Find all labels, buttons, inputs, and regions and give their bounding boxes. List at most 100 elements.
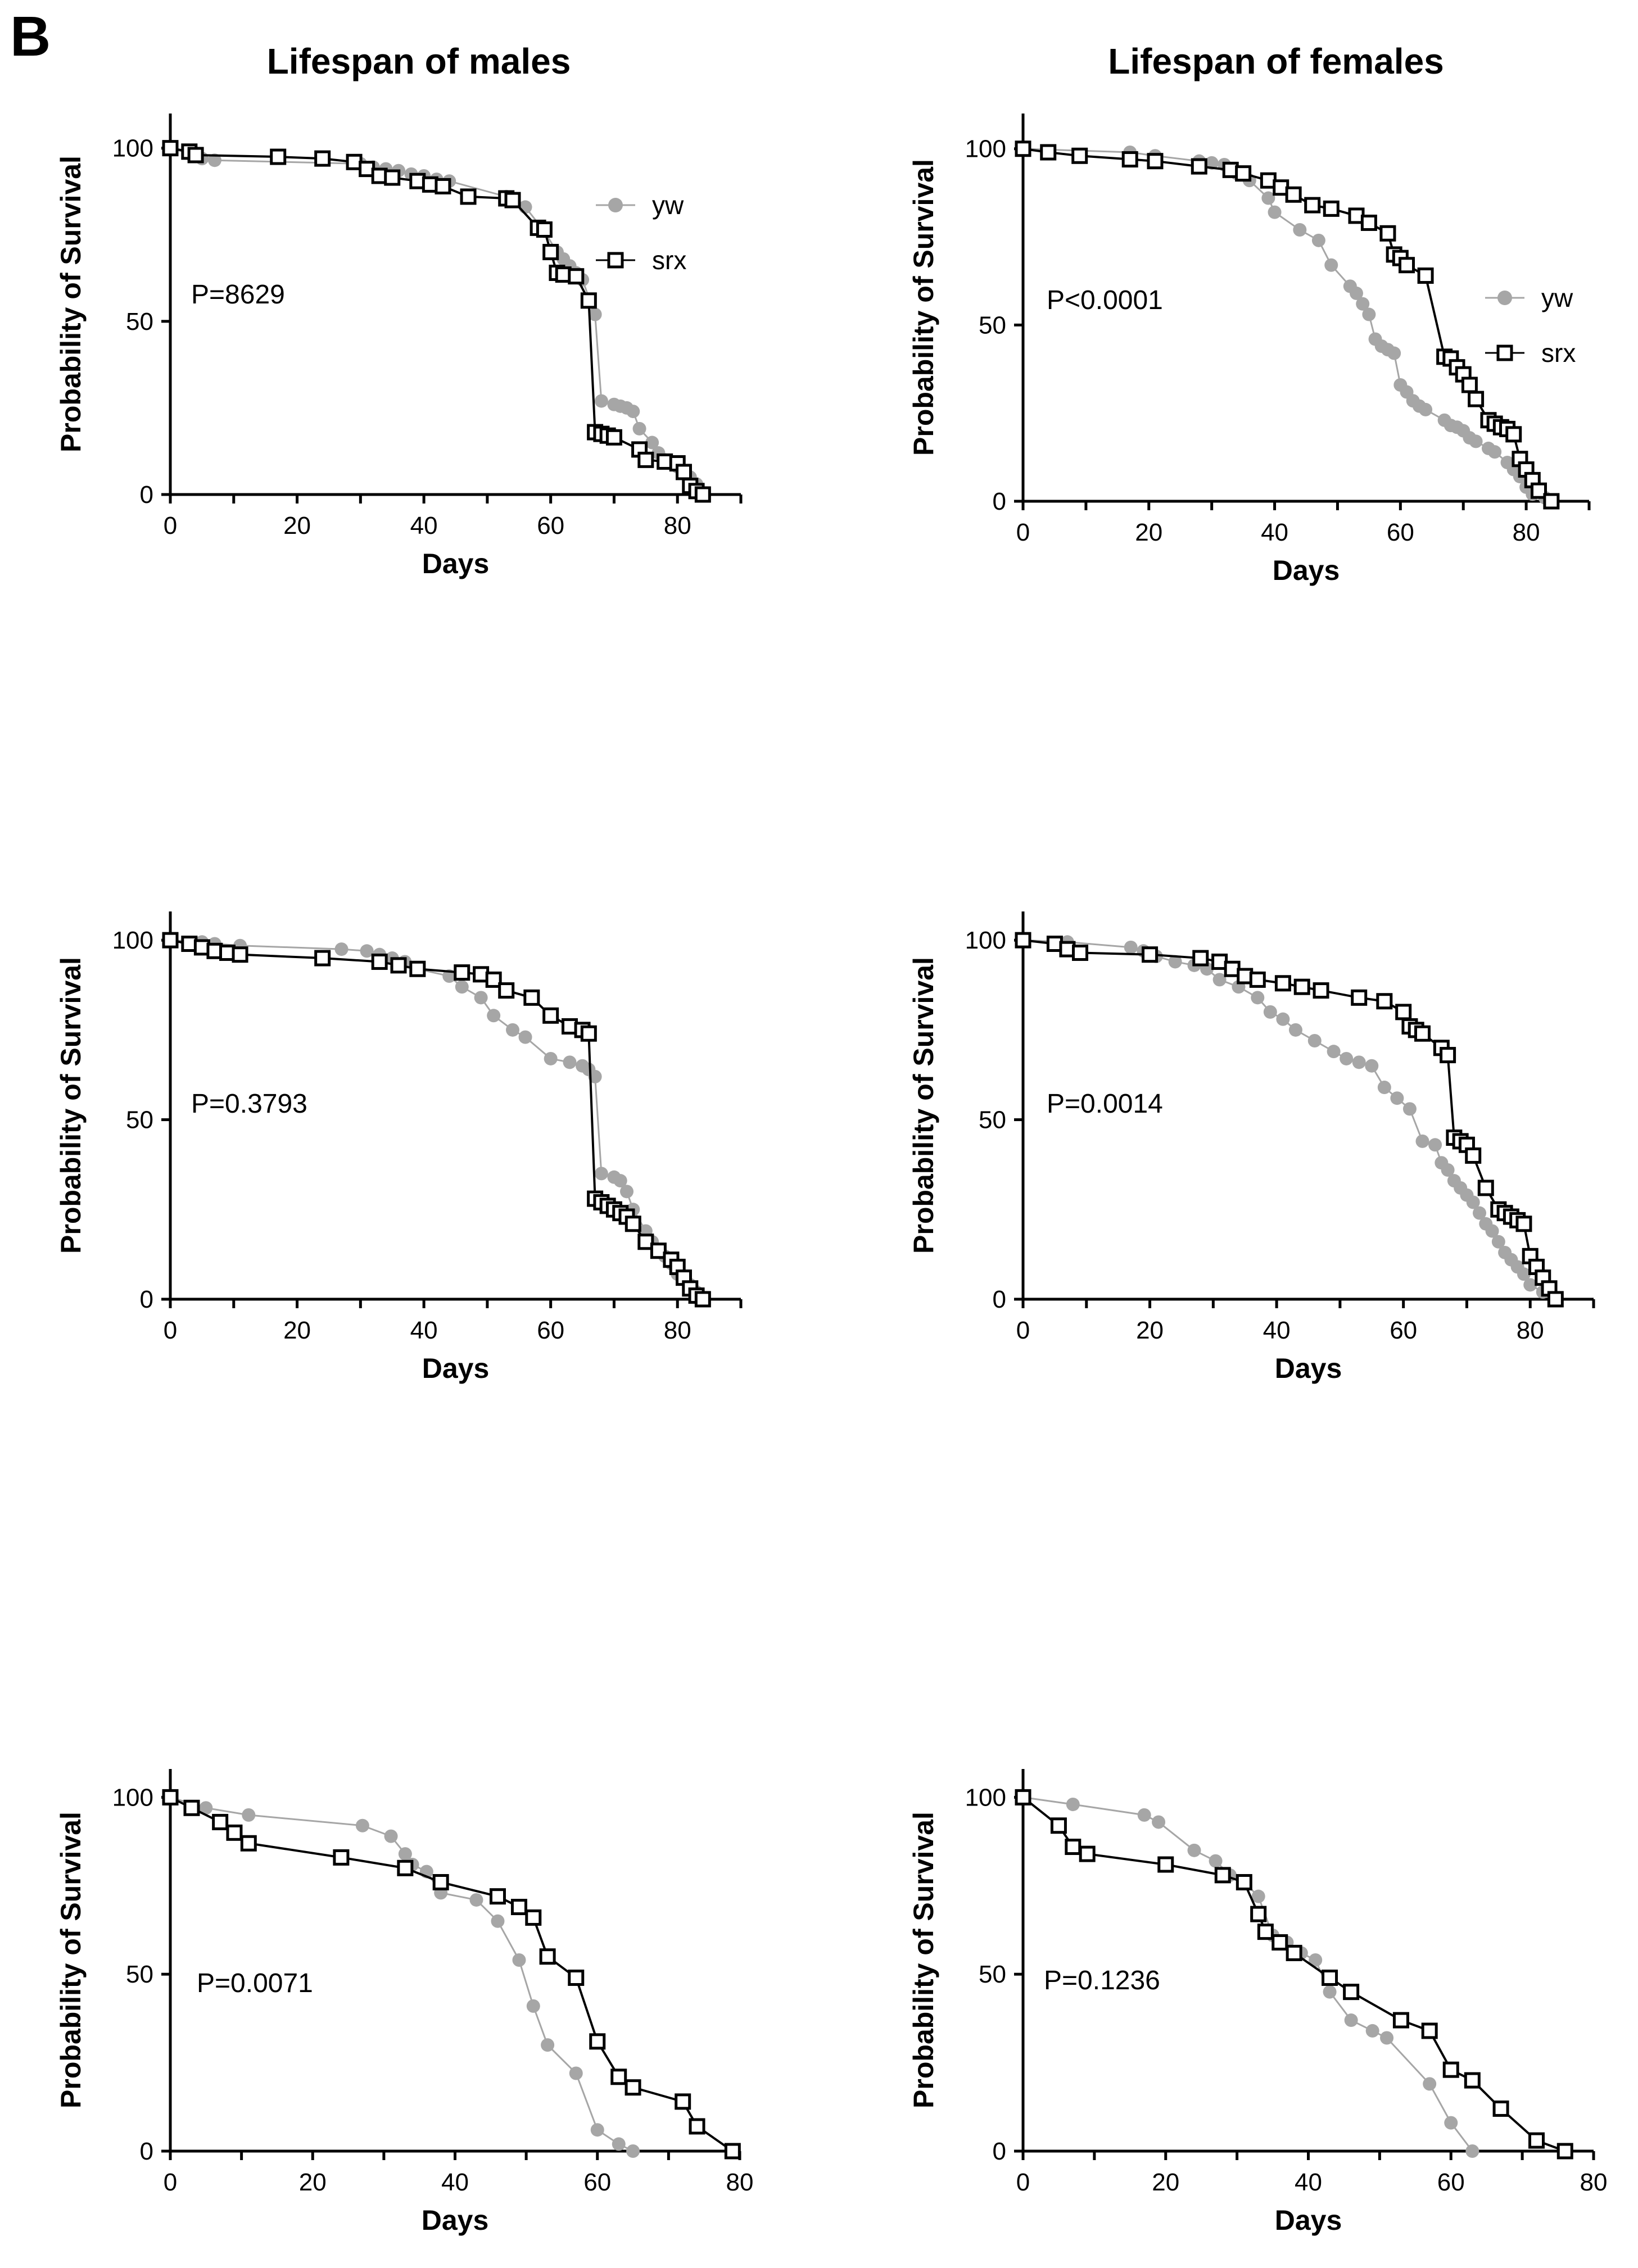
data-point-yw: [1340, 1051, 1354, 1065]
data-point-srx: [1015, 140, 1031, 157]
data-point-srx: [1323, 200, 1340, 217]
data-point-srx: [232, 946, 248, 963]
data-point-yw: [1465, 2144, 1479, 2158]
data-point-yw: [1293, 223, 1307, 237]
x-tick-label: 20: [1152, 2169, 1179, 2196]
data-point-srx: [1015, 1789, 1031, 1806]
y-tick-label: 0: [140, 2138, 153, 2165]
data-point-yw: [1491, 1235, 1505, 1249]
data-point-yw: [1268, 205, 1282, 219]
legend-marker-srx: [607, 252, 624, 269]
data-point-yw: [1311, 233, 1325, 247]
data-point-yw: [526, 1999, 540, 2013]
x-axis-label: Days: [422, 2205, 489, 2236]
data-point-srx: [435, 178, 451, 194]
data-point-srx: [1249, 971, 1266, 988]
y-tick-label: 50: [126, 308, 153, 335]
x-tick-label: 60: [1387, 519, 1414, 546]
y-tick-label: 100: [965, 927, 1006, 954]
data-point-srx: [1442, 2061, 1459, 2078]
data-point-yw: [1365, 2024, 1379, 2038]
data-point-srx: [504, 192, 521, 208]
y-tick-label: 100: [112, 927, 153, 954]
panel-letter: B: [10, 5, 51, 68]
data-point-yw: [1517, 1267, 1531, 1281]
legend-label-srx: srx: [1541, 338, 1576, 368]
y-tick-label: 100: [112, 135, 153, 162]
x-tick-label: 80: [664, 512, 691, 539]
data-point-yw: [1168, 955, 1182, 969]
data-point-srx: [1071, 147, 1088, 164]
data-point-srx: [1059, 941, 1076, 958]
x-tick-label: 60: [1390, 1317, 1417, 1344]
data-point-yw: [1276, 1012, 1290, 1026]
data-point-srx: [454, 964, 470, 981]
p-value-annotation: P=0.0014: [1047, 1089, 1163, 1119]
data-point-yw: [512, 1953, 526, 1967]
data-point-srx: [1477, 1180, 1494, 1196]
data-point-yw: [1387, 346, 1401, 360]
data-point-srx: [1250, 1906, 1267, 1922]
x-tick-label: 40: [410, 512, 438, 539]
data-point-yw: [1419, 402, 1433, 416]
data-point-srx: [1417, 267, 1434, 284]
data-point-srx: [1304, 197, 1321, 214]
x-tick-label: 20: [1136, 1317, 1164, 1344]
y-tick-label: 50: [126, 1961, 153, 1988]
data-point-yw: [1251, 991, 1265, 1005]
legend-label-yw: yw: [652, 190, 684, 220]
series-line-srx: [170, 939, 704, 1300]
data-point-srx: [610, 2069, 627, 2085]
data-point-srx: [1079, 1845, 1096, 1862]
data-point-yw: [1402, 1102, 1417, 1116]
data-point-srx: [1157, 1856, 1174, 1873]
y-tick-label: 0: [993, 2138, 1006, 2165]
data-point-yw: [1152, 1815, 1166, 1829]
data-point-srx: [1392, 2012, 1409, 2029]
chart-females-3: 0 20 40 60 80 0 50 100 Days Probability of Surviv…: [908, 1769, 1607, 2236]
data-point-srx: [689, 2118, 705, 2135]
series-line-yw: [170, 1796, 634, 2152]
data-point-srx: [240, 1835, 257, 1852]
data-point-yw: [632, 421, 646, 436]
data-point-yw: [1212, 973, 1227, 987]
legend-label-yw: yw: [1541, 283, 1573, 312]
x-tick-label: 60: [537, 1317, 564, 1344]
data-point-yw: [355, 1818, 369, 1832]
data-point-yw: [360, 944, 374, 958]
chart-males-3: 0 20 40 60 80 0 50 100 Days Probability of Surviv…: [55, 1769, 753, 2236]
data-point-yw: [455, 980, 469, 994]
data-point-srx: [162, 1789, 179, 1806]
data-point-yw: [1209, 1854, 1223, 1868]
data-point-srx: [1015, 932, 1031, 949]
data-point-srx: [1192, 950, 1209, 967]
data-point-srx: [1214, 1867, 1231, 1884]
data-point-yw: [384, 1829, 398, 1843]
data-point-yw: [620, 1185, 634, 1199]
y-axis-label: Probability of Survival: [908, 159, 939, 456]
data-point-srx: [1293, 978, 1310, 995]
data-point-yw: [487, 1009, 501, 1023]
data-point-srx: [162, 140, 179, 157]
series-line-srx: [1022, 939, 1557, 1300]
data-point-yw: [518, 1030, 532, 1044]
chart-females-2: 0 20 40 60 80 0 50 100 Days Probability of Surviv…: [908, 911, 1595, 1384]
data-point-yw: [1485, 1224, 1499, 1238]
data-point-yw: [199, 1801, 213, 1815]
data-point-srx: [539, 1948, 556, 1965]
data-point-srx: [580, 292, 597, 309]
data-point-srx: [1142, 946, 1159, 963]
data-point-yw: [474, 991, 488, 1005]
data-point-srx: [724, 2143, 741, 2160]
data-point-yw: [590, 2123, 604, 2137]
data-point-yw: [1309, 1953, 1323, 1967]
y-axis-label: Probability of Survival: [908, 1812, 939, 2108]
data-point-srx: [625, 1215, 641, 1232]
data-point-yw: [506, 1023, 519, 1037]
x-tick-label: 0: [1016, 519, 1030, 546]
x-axis-label: Days: [1275, 1353, 1342, 1384]
data-point-srx: [1515, 1215, 1532, 1232]
data-point-srx: [432, 1874, 449, 1890]
data-point-srx: [1505, 426, 1522, 443]
data-point-yw: [645, 436, 659, 450]
